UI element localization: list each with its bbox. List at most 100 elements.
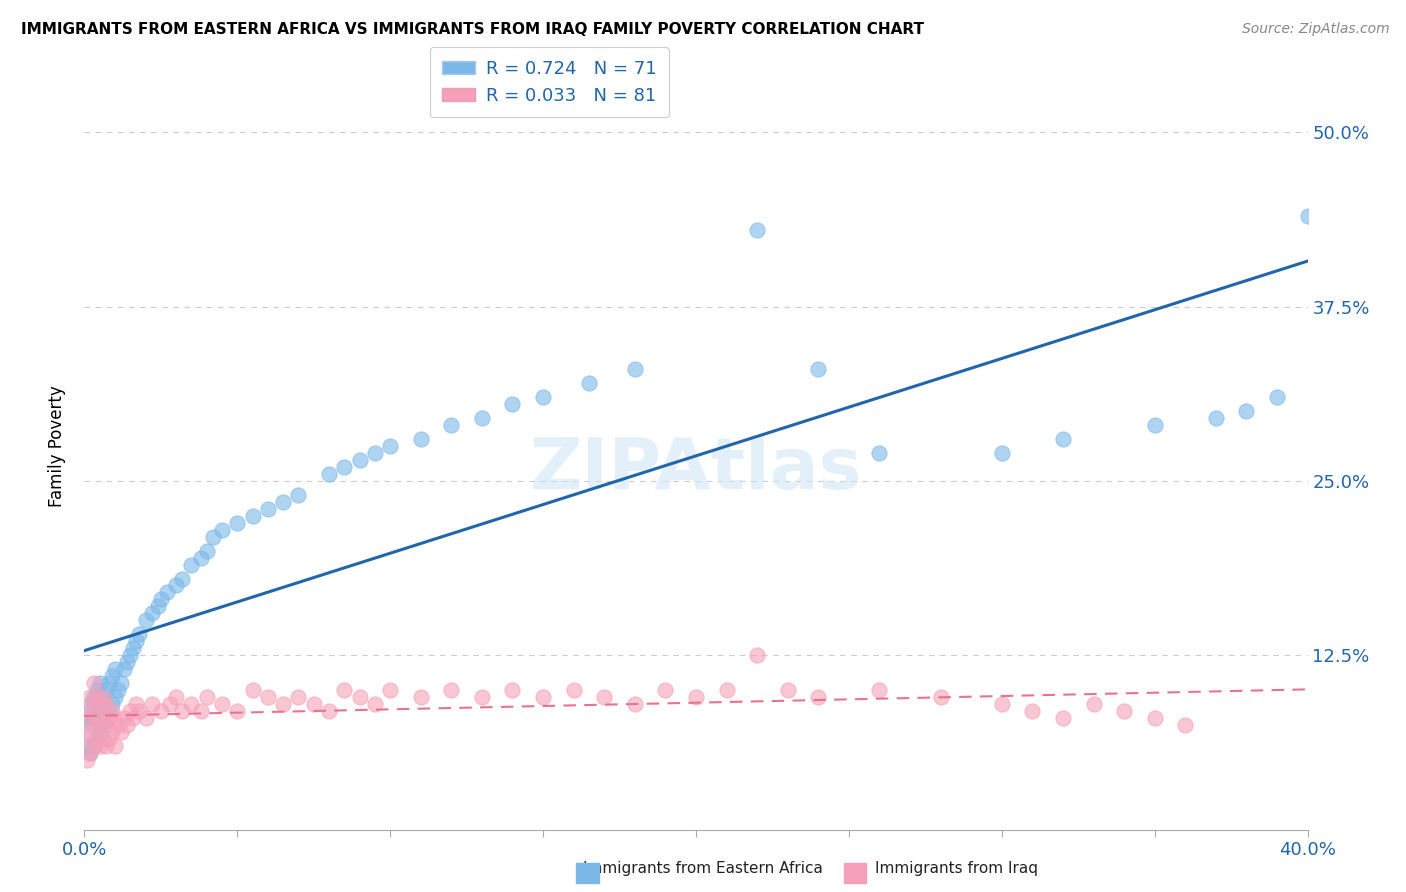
Point bbox=[624, 697, 647, 711]
Point bbox=[302, 697, 325, 711]
Point bbox=[333, 459, 356, 474]
Point bbox=[991, 446, 1014, 460]
Legend: R = 0.724   N = 71, R = 0.033   N = 81: R = 0.724 N = 71, R = 0.033 N = 81 bbox=[430, 47, 669, 118]
Point bbox=[122, 711, 145, 725]
Point bbox=[89, 697, 111, 711]
Point bbox=[190, 550, 212, 565]
Point bbox=[1265, 390, 1288, 404]
Point bbox=[86, 731, 108, 746]
Point bbox=[1052, 711, 1074, 725]
Point bbox=[101, 669, 124, 683]
Point bbox=[349, 690, 371, 704]
Point bbox=[1296, 209, 1319, 223]
Point bbox=[318, 704, 340, 718]
Point bbox=[807, 690, 830, 704]
Point bbox=[97, 704, 120, 718]
Point bbox=[226, 704, 249, 718]
Point bbox=[172, 572, 194, 586]
Point bbox=[1143, 711, 1166, 725]
Y-axis label: Family Poverty: Family Poverty bbox=[48, 385, 66, 507]
Point bbox=[79, 704, 101, 718]
Point bbox=[654, 683, 676, 698]
Point bbox=[869, 683, 891, 698]
Point bbox=[89, 718, 111, 732]
Point bbox=[257, 690, 280, 704]
Point bbox=[287, 690, 309, 704]
Point bbox=[135, 613, 157, 627]
Point bbox=[83, 739, 105, 753]
Point bbox=[333, 683, 356, 698]
Point bbox=[79, 746, 101, 760]
Point bbox=[1021, 704, 1043, 718]
Point bbox=[91, 711, 114, 725]
Point bbox=[1205, 411, 1227, 425]
Point bbox=[101, 725, 124, 739]
Point bbox=[318, 467, 340, 481]
Point bbox=[440, 683, 463, 698]
Point bbox=[86, 690, 108, 704]
Point bbox=[149, 592, 172, 607]
Point bbox=[91, 731, 114, 746]
Point bbox=[149, 704, 172, 718]
Point bbox=[141, 697, 163, 711]
Point bbox=[562, 683, 585, 698]
Point bbox=[79, 725, 101, 739]
Point bbox=[97, 676, 120, 690]
Point bbox=[79, 718, 101, 732]
Point bbox=[869, 446, 891, 460]
Point bbox=[364, 697, 387, 711]
Point bbox=[201, 530, 224, 544]
Point bbox=[91, 690, 114, 704]
Point bbox=[593, 690, 616, 704]
Point bbox=[76, 753, 98, 767]
Point bbox=[364, 446, 387, 460]
Point bbox=[83, 739, 105, 753]
Point bbox=[120, 648, 142, 663]
Text: Immigrants from Iraq: Immigrants from Iraq bbox=[875, 861, 1038, 876]
Point bbox=[125, 634, 148, 648]
Point bbox=[79, 746, 101, 760]
Point bbox=[89, 676, 111, 690]
Point bbox=[195, 543, 218, 558]
Point bbox=[101, 697, 124, 711]
Point bbox=[79, 690, 101, 704]
Point bbox=[287, 488, 309, 502]
Point bbox=[165, 578, 187, 592]
Point bbox=[79, 697, 101, 711]
Point bbox=[440, 418, 463, 433]
Point bbox=[195, 690, 218, 704]
Point bbox=[122, 641, 145, 656]
Point bbox=[502, 683, 524, 698]
Point bbox=[776, 683, 799, 698]
Point bbox=[104, 739, 127, 753]
Point bbox=[107, 683, 129, 698]
Point bbox=[91, 718, 114, 732]
Point bbox=[112, 662, 135, 676]
Point bbox=[125, 697, 148, 711]
Point bbox=[94, 718, 117, 732]
Text: IMMIGRANTS FROM EASTERN AFRICA VS IMMIGRANTS FROM IRAQ FAMILY POVERTY CORRELATIO: IMMIGRANTS FROM EASTERN AFRICA VS IMMIGR… bbox=[21, 22, 924, 37]
Point bbox=[128, 627, 150, 641]
Point bbox=[128, 704, 150, 718]
Point bbox=[685, 690, 707, 704]
Point bbox=[115, 655, 138, 669]
Point bbox=[991, 697, 1014, 711]
Point bbox=[1174, 718, 1197, 732]
Point bbox=[89, 697, 111, 711]
Point bbox=[1052, 432, 1074, 446]
Point bbox=[929, 690, 952, 704]
Point bbox=[83, 697, 105, 711]
Point bbox=[380, 439, 402, 453]
Point bbox=[380, 683, 402, 698]
Text: Source: ZipAtlas.com: Source: ZipAtlas.com bbox=[1241, 22, 1389, 37]
Point bbox=[190, 704, 212, 718]
Point bbox=[94, 697, 117, 711]
Point bbox=[76, 731, 98, 746]
Point bbox=[747, 223, 769, 237]
Point bbox=[86, 704, 108, 718]
Point bbox=[226, 516, 249, 530]
Point bbox=[94, 739, 117, 753]
Point bbox=[83, 690, 105, 704]
Point bbox=[211, 697, 233, 711]
Point bbox=[716, 683, 738, 698]
